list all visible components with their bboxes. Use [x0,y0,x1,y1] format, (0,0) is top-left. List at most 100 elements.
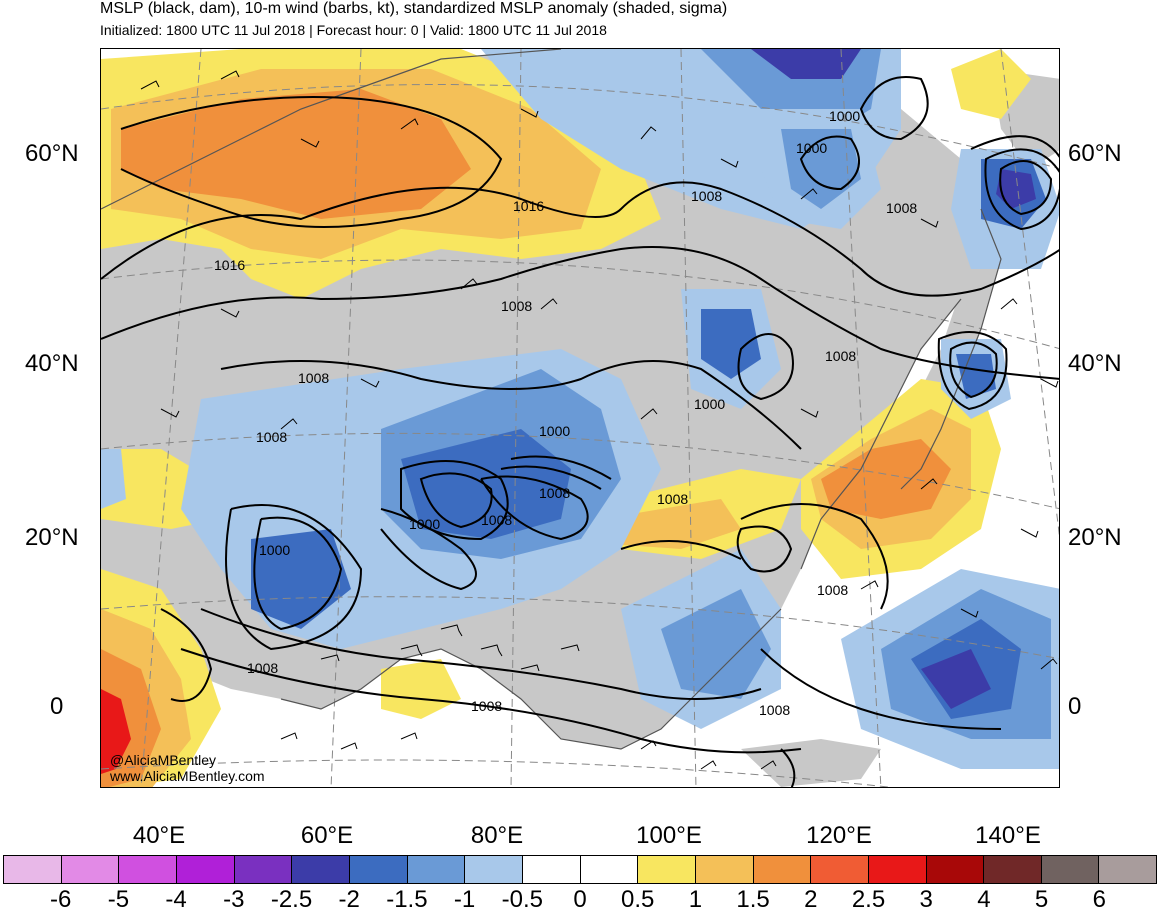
lon-label: 60°E [300,822,354,849]
lon-label: 80°E [470,822,524,849]
lat-label-right: 40°N [1068,350,1122,377]
anomaly-positive [821,439,951,519]
anomaly-negative [661,589,771,699]
contour-label: 1008 [298,370,329,386]
anomaly-negative [921,649,991,709]
colorbar [3,855,1157,884]
anomaly-negative [751,49,861,79]
mslp-contours [101,76,1059,787]
colorbar-label: -1 [453,886,476,913]
colorbar-swatch [580,856,639,883]
colorbar-swatch [292,856,350,883]
colorbar-swatch [465,856,523,883]
colorbar-swatch [1041,856,1100,883]
lon-label: 140°E [975,822,1041,849]
anomaly-positive [101,689,131,774]
colorbar-label: -6 [50,886,72,913]
colorbar-label: -4 [165,886,187,913]
colorbar-label: -2 [338,886,360,913]
contour-label: 1000 [259,542,290,558]
colorbar-swatch [176,856,235,883]
contour-label: 1008 [817,582,848,598]
anomaly-positive [951,49,1031,119]
contour-label: 1008 [759,702,790,718]
colorbar-label: -2.5 [270,886,313,913]
colorbar-swatch [811,856,869,883]
anomaly-positive [601,499,741,549]
anomaly-negative [996,169,1036,209]
contour-label: 1000 [796,140,827,156]
graticule [101,49,1059,787]
contour-label: 1008 [657,491,688,507]
colorbar-swatch [926,856,985,883]
colorbar-label: 0 [573,886,587,913]
colorbar-label: 2 [804,886,818,913]
colorbar-label: 1 [688,886,703,913]
colorbar-label: 3 [919,886,933,913]
contour-label: 1008 [471,698,502,714]
lat-label-left: 20°N [25,524,79,551]
colorbar-label: -0.5 [501,886,543,913]
colorbar-swatch [522,856,581,883]
coastlines [101,49,1002,750]
contour-label: 1000 [409,516,440,532]
lat-label-right: 60°N [1068,140,1122,167]
colorbar-swatch [868,856,927,883]
lon-label: 40°E [132,822,186,849]
colorbar-swatch [638,856,696,883]
lat-label-left: 0 [50,693,64,720]
colorbar-swatch [1099,856,1157,883]
lat-label-right: 20°N [1068,524,1122,551]
colorbar-label: 5 [1034,886,1049,913]
colorbar-swatch [234,856,293,883]
colorbar-swatch [753,856,812,883]
colorbar-swatch [119,856,177,883]
anomaly-positive [381,659,461,719]
colorbar-swatch [984,856,1042,883]
lat-label-left: 40°N [25,350,79,377]
colorbar-label: 4 [977,886,991,913]
contour-label: 1000 [694,396,725,412]
colorbar-swatch [61,856,120,883]
anomaly-negative [701,309,761,379]
map-title: MSLP (black, dam), 10-m wind (barbs, kt)… [100,0,728,17]
map-panel: 1016 1016 1008 1008 1000 1000 1008 1008 … [100,48,1060,788]
lon-label: 120°E [806,822,872,849]
contour-label: 1008 [825,348,856,364]
contour-label: 1016 [214,257,245,273]
lat-label-left: 60°N [25,140,79,167]
contour-label: 1008 [691,188,722,204]
colorbar-swatch [407,856,466,883]
contour-label: 1000 [539,423,570,439]
colorbar-swatch [349,856,408,883]
contour-label: 1008 [481,512,512,528]
colorbar-label: 1.5 [736,886,770,913]
contour-label: 1008 [247,660,278,676]
colorbar-label: 0.5 [621,886,655,913]
contour-label: 1008 [539,485,570,501]
contour-label: 1008 [256,429,287,445]
contour-label: 1016 [513,198,544,214]
colorbar-swatch [695,856,754,883]
colorbar-label: 6 [1092,886,1106,913]
colorbar-label: -3 [223,886,245,913]
contour-labels: 1016 1016 1008 1008 1000 1000 1008 1008 … [214,108,917,718]
credit-twitter: @AliciaMBentley [110,752,217,768]
credit-website: www.AliciaMBentley.com [110,768,265,784]
contour-label: 1008 [886,200,917,216]
land-mass-indonesia [741,739,881,787]
colorbar-swatch [4,856,62,883]
colorbar-labels: -6 -5 -4 -3 -2.5 -2 -1.5 -1 -0.5 0 0.5 1 1.5 2 2.5 3 4 5 6 [0,886,1160,913]
contour-label: 1008 [501,298,532,314]
map-subtitle: Initialized: 1800 UTC 11 Jul 2018 | Fore… [100,22,607,38]
lat-label-right: 0 [1068,693,1082,720]
map-canvas: 1016 1016 1008 1008 1000 1000 1008 1008 … [101,49,1059,787]
anomaly-negative [101,449,126,509]
colorbar-label: -1.5 [386,886,428,913]
colorbar-label: -5 [107,886,130,913]
contour-label: 1000 [829,108,860,124]
lon-label: 100°E [636,822,702,849]
anomaly-positive [121,89,471,219]
colorbar-label: 2.5 [851,886,886,913]
wind-barbs [140,70,1059,770]
